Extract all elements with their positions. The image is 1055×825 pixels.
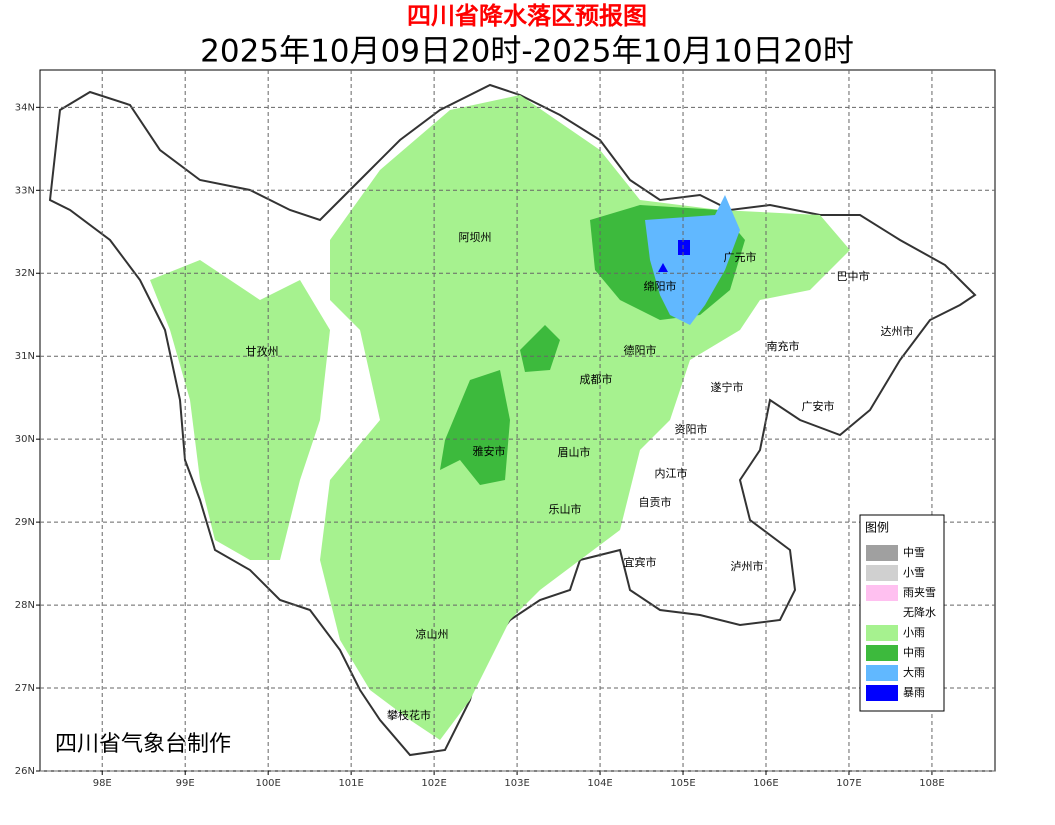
place-label: 攀枝花市 bbox=[387, 708, 431, 722]
y-tick-label: 34N bbox=[15, 102, 35, 113]
place-labels: 阿坝州 甘孜州 广元市 巴中市 绵阳市 达州市 南充市 德阳市 成都市 遂宁市 … bbox=[246, 230, 914, 722]
x-tick-label: 99E bbox=[176, 778, 195, 789]
y-tick-label: 27N bbox=[15, 683, 35, 694]
x-tick-label: 102E bbox=[421, 778, 446, 789]
y-tick-label: 28N bbox=[15, 600, 35, 611]
place-label: 成都市 bbox=[580, 372, 613, 386]
place-label: 德阳市 bbox=[624, 343, 657, 357]
legend-swatch bbox=[866, 565, 898, 581]
place-label: 阿坝州 bbox=[459, 230, 492, 244]
legend-swatch bbox=[866, 625, 898, 641]
place-label: 广元市 bbox=[724, 250, 757, 264]
precip-areas bbox=[48, 83, 977, 757]
place-label: 凉山州 bbox=[416, 627, 449, 641]
y-tick-label: 29N bbox=[15, 517, 35, 528]
place-label: 眉山市 bbox=[558, 445, 591, 459]
x-tick-label: 98E bbox=[93, 778, 112, 789]
legend-swatch bbox=[866, 645, 898, 661]
place-label: 宜宾市 bbox=[624, 555, 657, 569]
credit: 四川省气象台制作 bbox=[55, 732, 231, 757]
place-label: 资阳市 bbox=[675, 422, 708, 436]
legend-title: 图例 bbox=[865, 521, 889, 535]
place-label: 广安市 bbox=[802, 399, 835, 413]
x-tick-label: 106E bbox=[753, 778, 778, 789]
place-label: 南充市 bbox=[767, 339, 800, 353]
place-label: 内江市 bbox=[655, 466, 688, 480]
legend-label: 无降水 bbox=[903, 605, 936, 619]
legend-label: 雨夹雪 bbox=[903, 586, 936, 599]
y-tick-label: 33N bbox=[15, 185, 35, 196]
moderate-rain-area bbox=[440, 370, 510, 485]
x-tick-label: 107E bbox=[836, 778, 861, 789]
rainstorm-area bbox=[658, 263, 668, 272]
x-tick-label: 100E bbox=[255, 778, 280, 789]
x-tick-label: 101E bbox=[338, 778, 363, 789]
place-label: 甘孜州 bbox=[246, 344, 279, 358]
place-label: 泸州市 bbox=[731, 559, 764, 573]
legend-label: 暴雨 bbox=[903, 686, 925, 699]
legend-swatch bbox=[866, 685, 898, 701]
legend-swatch bbox=[866, 545, 898, 561]
subtitle: 2025年10月09日20时-2025年10月10日20时 bbox=[200, 34, 854, 70]
place-label: 巴中市 bbox=[837, 269, 870, 283]
place-label: 乐山市 bbox=[549, 502, 582, 516]
place-label: 绵阳市 bbox=[644, 279, 677, 293]
legend-swatch bbox=[866, 605, 898, 621]
rainstorm-area bbox=[678, 240, 690, 255]
title: 四川省降水落区预报图 bbox=[407, 2, 647, 30]
light-rain-area bbox=[150, 260, 330, 560]
place-label: 达州市 bbox=[881, 324, 914, 338]
heavy-rain-area bbox=[645, 195, 740, 325]
place-label: 自贡市 bbox=[639, 495, 672, 509]
place-label: 遂宁市 bbox=[711, 380, 744, 394]
legend-label: 中雨 bbox=[903, 646, 925, 659]
y-tick-label: 31N bbox=[15, 351, 35, 362]
moderate-rain-area bbox=[520, 325, 560, 372]
legend-label: 小雪 bbox=[903, 566, 925, 579]
place-label: 雅安市 bbox=[473, 444, 506, 458]
legend-swatch bbox=[866, 665, 898, 681]
y-tick-label: 30N bbox=[15, 434, 35, 445]
x-tick-label: 103E bbox=[504, 778, 529, 789]
x-tick-label: 108E bbox=[919, 778, 944, 789]
legend-label: 中雪 bbox=[903, 546, 925, 559]
legend-label: 大雨 bbox=[903, 665, 925, 679]
x-tick-label: 105E bbox=[670, 778, 695, 789]
y-tick-label: 32N bbox=[15, 268, 35, 279]
x-tick-label: 104E bbox=[587, 778, 612, 789]
legend-label: 小雨 bbox=[903, 626, 925, 639]
legend-swatch bbox=[866, 585, 898, 601]
y-tick-label: 26N bbox=[15, 766, 35, 777]
